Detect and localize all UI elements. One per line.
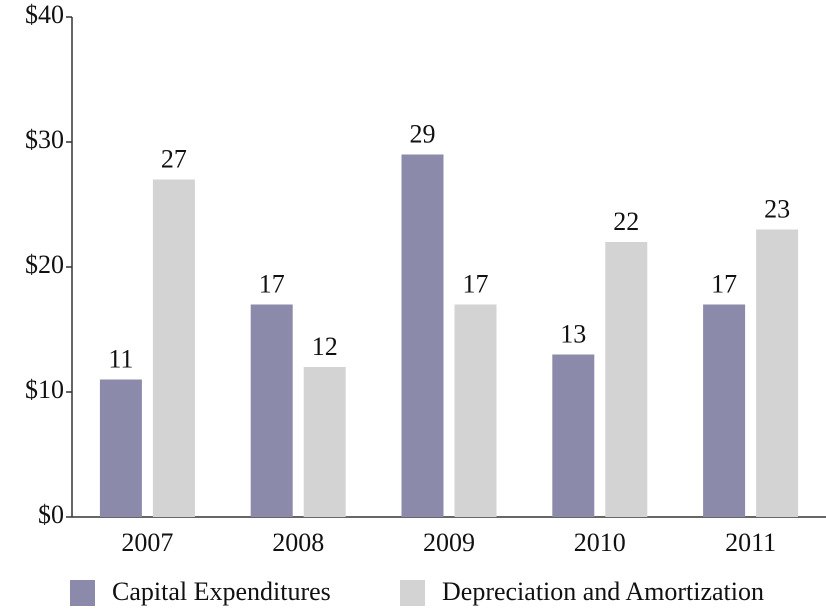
y-tick-label: $30 <box>25 125 64 154</box>
data-label: 12 <box>312 332 338 361</box>
legend-swatch <box>70 580 95 606</box>
data-label: 22 <box>613 207 639 236</box>
y-tick-label: $20 <box>25 250 64 279</box>
bar <box>756 229 799 517</box>
y-tick-label: $40 <box>25 0 64 29</box>
x-tick-label: 2007 <box>121 528 173 557</box>
x-tick-label: 2011 <box>725 528 776 557</box>
y-tick-label: $0 <box>38 500 64 529</box>
legend-swatch <box>400 580 425 606</box>
data-label: 11 <box>108 344 133 373</box>
bar <box>152 179 195 517</box>
legend-label: Depreciation and Amortization <box>442 577 764 606</box>
bar <box>99 379 142 517</box>
legend-label: Capital Expenditures <box>112 577 331 606</box>
data-label: 27 <box>161 144 187 173</box>
bar <box>605 242 648 517</box>
data-label: 23 <box>764 194 790 223</box>
data-label: 17 <box>711 269 737 298</box>
bar <box>250 304 293 517</box>
x-tick-label: 2008 <box>272 528 324 557</box>
bar <box>703 304 746 517</box>
data-label: 17 <box>463 269 489 298</box>
bar <box>552 354 595 517</box>
data-label: 29 <box>410 119 436 148</box>
data-label: 17 <box>259 269 285 298</box>
bar <box>454 304 497 517</box>
y-tick-label: $10 <box>25 375 64 404</box>
x-tick-label: 2009 <box>423 528 475 557</box>
x-tick-label: 2010 <box>574 528 626 557</box>
bar <box>401 154 444 517</box>
bar <box>303 367 346 517</box>
data-label: 13 <box>560 319 586 348</box>
